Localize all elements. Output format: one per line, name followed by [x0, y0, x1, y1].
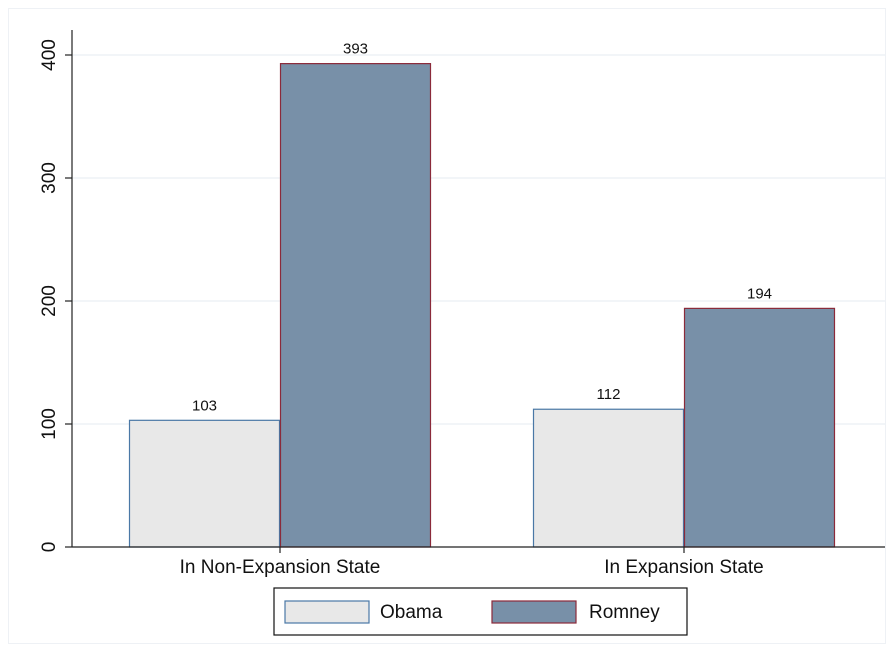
- bar: [128, 419, 281, 548]
- y-tick-label: 300: [39, 162, 60, 194]
- bars: 103 393 112 194: [128, 41, 836, 548]
- legend: Obama Romney: [273, 587, 688, 636]
- data-label: 393: [343, 41, 368, 58]
- bar: [532, 408, 685, 548]
- legend-swatch: [491, 600, 577, 624]
- bar: [279, 63, 432, 548]
- legend-label: Obama: [380, 602, 443, 623]
- data-label: 194: [747, 285, 772, 302]
- y-tick-label: 400: [39, 39, 60, 71]
- data-label: 112: [597, 386, 621, 403]
- y-tick-label: 200: [39, 285, 60, 317]
- y-tick-label: 0: [39, 542, 60, 553]
- legend-label: Romney: [589, 602, 660, 623]
- bar: [683, 307, 836, 548]
- data-label: 103: [192, 397, 217, 414]
- axes: 0 100 200 300 400 In Non-Expansion State In Ex…: [39, 30, 885, 578]
- y-tick-label: 100: [39, 408, 60, 440]
- x-tick-label: In Non-Expansion State: [180, 557, 381, 578]
- legend-swatch: [284, 600, 370, 624]
- x-tick-label: In Expansion State: [604, 557, 764, 578]
